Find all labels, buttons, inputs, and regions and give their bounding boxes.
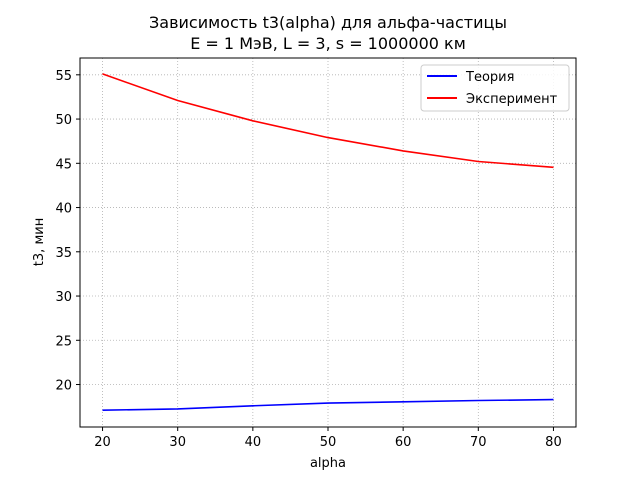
chart-subtitle: E = 1 МэВ, L = 3, s = 1000000 км <box>190 34 466 53</box>
series-line-1 <box>102 73 554 169</box>
series-line-0 <box>102 398 554 411</box>
chart-title: Зависимость t3(alpha) для альфа-частицы <box>149 13 507 32</box>
y-tick-label: 25 <box>55 334 72 349</box>
x-tick-label: 30 <box>169 435 186 450</box>
y-tick-label: 20 <box>55 379 72 394</box>
x-tick-label: 50 <box>320 435 337 450</box>
legend-label-experiment: Эксперимент <box>466 92 558 107</box>
y-tick-label: 45 <box>55 157 72 172</box>
x-tick-label: 60 <box>395 435 412 450</box>
y-tick-label: 30 <box>55 290 72 305</box>
y-axis-label: t3, мин <box>32 218 47 266</box>
series-lines <box>102 73 554 411</box>
legend-label-theory: Теория <box>465 70 514 85</box>
axis-ticks: 20 30 40 50 60 70 80 20 25 30 35 40 45 50 55 <box>55 69 561 450</box>
x-tick-label: 40 <box>245 435 262 450</box>
y-tick-label: 35 <box>55 246 72 261</box>
x-tick-label: 20 <box>94 435 111 450</box>
legend-box <box>420 64 570 112</box>
legend: Теория Эксперимент <box>420 64 570 112</box>
x-tick-label: 70 <box>470 435 487 450</box>
x-axis-label: alpha <box>310 456 346 471</box>
plot-area <box>80 58 576 427</box>
x-tick-label: 80 <box>545 435 562 450</box>
y-tick-label: 50 <box>55 113 72 128</box>
y-tick-label: 40 <box>55 202 72 217</box>
y-tick-label: 55 <box>55 69 72 84</box>
